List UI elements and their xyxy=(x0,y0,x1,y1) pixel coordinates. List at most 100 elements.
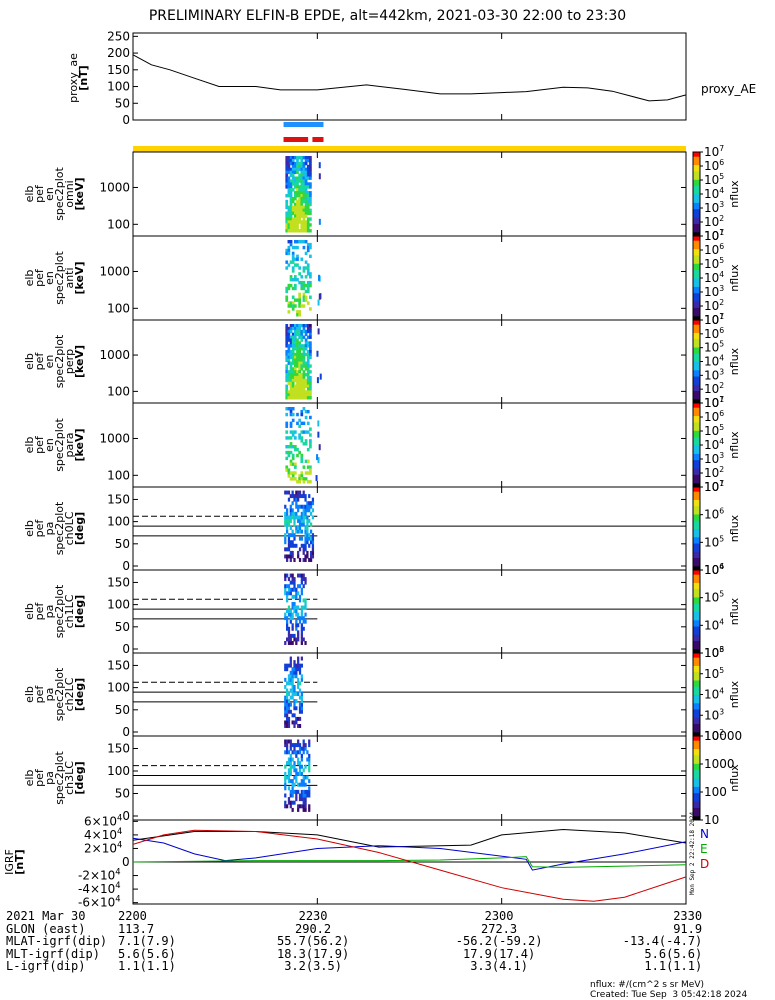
pa-ch2-cell xyxy=(295,667,298,672)
en-perp-cell xyxy=(287,335,291,339)
pa-ch1-cell xyxy=(289,591,292,596)
en-perp-cell xyxy=(287,338,291,342)
ephem-row-label: GLON (east) xyxy=(6,921,86,936)
en-omni-cell xyxy=(291,158,295,163)
y-axis-label-line: en xyxy=(43,271,56,285)
pa-ch3-cell xyxy=(308,786,311,791)
pa-ch0-cell xyxy=(287,543,291,548)
en-perp-cell xyxy=(287,329,291,334)
pa-ch3-colorbar-cell xyxy=(693,786,700,789)
en-omni-cell xyxy=(289,205,293,210)
en-perp-colorbar-cell xyxy=(693,376,700,379)
pa-ch1-colorbar-cell xyxy=(693,636,700,639)
en-perp-colorbar-cell xyxy=(693,322,700,325)
en-perp-cell xyxy=(306,349,310,354)
en-para-cell xyxy=(293,436,297,440)
en-omni-cell xyxy=(300,170,304,175)
pa-ch0-cell xyxy=(289,515,292,520)
pa-ch1-cell xyxy=(291,587,294,592)
en-omni-cell xyxy=(304,208,308,213)
en-anti-cell xyxy=(304,283,308,288)
y-tick-label: 1000 xyxy=(99,431,130,445)
en-omni-cell xyxy=(304,185,308,189)
en-perp-cell xyxy=(285,338,289,342)
en-omni-cell xyxy=(298,229,301,233)
en-omni-cell xyxy=(296,182,299,186)
pa-ch3-cell xyxy=(300,793,303,798)
pa-ch3-cell xyxy=(284,782,287,787)
en-para-panel-frame xyxy=(132,402,687,488)
pa-ch2-cell xyxy=(285,688,289,693)
en-omni-colorbar-cell xyxy=(693,194,700,197)
en-omni-cell xyxy=(309,208,312,213)
en-anti-cell xyxy=(309,307,312,311)
en-perp-colorbar-cell xyxy=(693,365,700,369)
pa-ch2-colorbar-cell xyxy=(693,711,700,714)
en-perp-cell xyxy=(306,335,310,339)
pa-ch1-colorbar-cell xyxy=(693,640,700,644)
en-omni-cell xyxy=(293,229,297,233)
pa-ch3-cell xyxy=(298,768,302,773)
en-omni-cell xyxy=(287,179,291,183)
en-perp-cell xyxy=(287,378,291,383)
en-omni-cell xyxy=(296,214,299,218)
en-omni-cell xyxy=(302,170,306,175)
colorbar-tick-label: 103 xyxy=(704,367,724,382)
en-perp-cell xyxy=(304,332,308,337)
en-perp-cell xyxy=(296,384,299,388)
pa-ch1-cell xyxy=(304,641,307,645)
pa-ch2-cell xyxy=(293,702,296,707)
en-perp-cell xyxy=(306,326,310,331)
colorbar-tick-label: 104 xyxy=(704,186,724,201)
en-anti-cell xyxy=(296,245,299,250)
pa-ch1-cell xyxy=(291,594,294,599)
en-perp-cell xyxy=(304,338,308,342)
en-anti-colorbar-cell xyxy=(693,286,700,289)
en-anti-colorbar-cell xyxy=(693,282,700,285)
en-omni-cell xyxy=(304,199,308,204)
pa-ch0-cell xyxy=(289,533,292,538)
pa-ch2-colorbar-cell xyxy=(693,725,700,729)
en-para-cell xyxy=(296,421,299,426)
y-tick-label: 100 xyxy=(107,384,130,398)
igrf-legend-E: E xyxy=(700,842,708,856)
en-omni-cell xyxy=(287,226,291,230)
pa-ch0-cell xyxy=(289,494,292,499)
en-anti-colorbar-cell xyxy=(693,278,700,281)
ephem-row-label: MLAT-igrf(dip) xyxy=(6,934,108,948)
pa-ch3-cell xyxy=(293,782,296,787)
pa-ch2-cell xyxy=(297,681,300,686)
pa-ch3-colorbar-cell xyxy=(693,805,700,808)
en-perp-cell xyxy=(302,358,306,362)
en-perp-cell xyxy=(300,335,304,339)
en-perp-cell xyxy=(289,329,293,334)
en-para-cell xyxy=(306,409,310,414)
en-omni-cell xyxy=(287,158,291,163)
pa-ch0-colorbar-cell xyxy=(693,503,700,507)
pa-ch0-cell xyxy=(297,490,300,495)
en-perp-cell xyxy=(306,355,310,360)
en-omni-cell xyxy=(293,217,297,221)
en-anti-cell xyxy=(318,293,321,300)
pa-ch3-cell xyxy=(297,771,300,776)
en-omni-cell xyxy=(293,191,297,195)
en-omni-cell xyxy=(309,170,312,175)
pa-ch3-colorbar-cell xyxy=(693,754,700,758)
pa-ch1-cell xyxy=(298,594,302,599)
en-perp-cell xyxy=(300,347,304,351)
en-para-colorbar-cell xyxy=(693,453,700,456)
en-perp-cell xyxy=(302,381,306,386)
ephem-value: 55.7(56.2) xyxy=(277,934,350,948)
en-anti-cell xyxy=(291,304,295,308)
en-perp-cell xyxy=(287,393,291,397)
en-perp-cell xyxy=(298,364,301,368)
en-omni-cell xyxy=(298,164,301,169)
en-anti-cell xyxy=(291,266,295,270)
pa-ch2-cell xyxy=(289,660,292,665)
pa-ch0-cell xyxy=(308,504,311,509)
en-omni-cell xyxy=(309,202,312,207)
en-perp-cell xyxy=(306,364,310,368)
pa-ch0-cell xyxy=(295,526,298,531)
pa-ch2-cell xyxy=(300,699,303,704)
